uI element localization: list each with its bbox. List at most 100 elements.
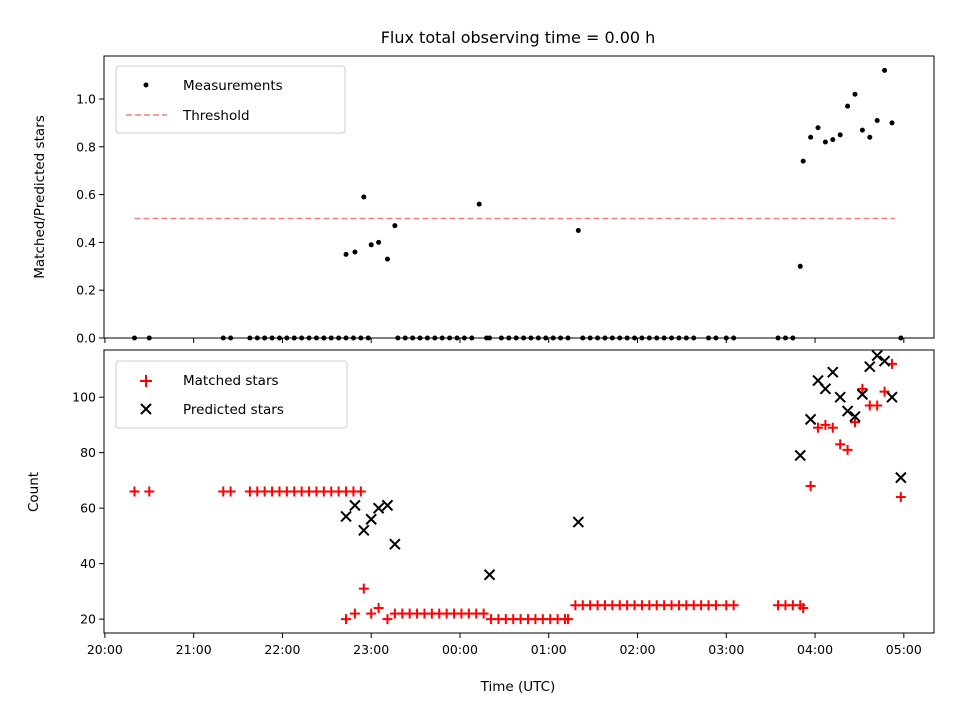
predicted-star-point <box>804 413 817 426</box>
matched-star-point <box>562 614 573 625</box>
matched-star-point <box>827 422 838 433</box>
matched-star-point <box>857 383 868 394</box>
predicted-star-point <box>895 471 907 484</box>
measurement-point <box>384 256 390 262</box>
y-tick-label: 20 <box>80 612 96 627</box>
measurement-point <box>845 103 851 109</box>
y-tick-label: 1.0 <box>76 92 96 107</box>
matched-star-point <box>842 444 853 455</box>
predicted-star-point <box>483 569 496 581</box>
predicted-star-point <box>340 510 352 523</box>
bottom-panel-frame <box>103 349 935 634</box>
x-tick-label: 03:00 <box>708 642 744 657</box>
measurement-point <box>352 249 358 255</box>
x-tick-label: 00:00 <box>442 642 478 657</box>
x-tick-label: 20:00 <box>87 642 123 657</box>
chart-title: Flux total observing time = 0.00 h <box>381 28 656 47</box>
measurement-point <box>822 139 828 145</box>
legend-measurements-label: Measurements <box>183 78 283 94</box>
legend-predicted-marker <box>140 403 152 415</box>
bottom-panel: 20 40 60 80 100 20:00 21:00 22:00 23:00 00:00 01:… <box>26 349 935 695</box>
x-axis-label: Time (UTC) <box>480 679 556 695</box>
legend-predicted-label: Predicted stars <box>183 402 284 418</box>
matched-star-point <box>895 492 906 503</box>
measurement-point <box>859 127 865 133</box>
matched-star-point <box>144 486 155 497</box>
predicted-star-point <box>849 410 861 423</box>
matched-star-point <box>382 614 393 625</box>
y-tick-label: 0.0 <box>76 331 96 346</box>
y-tick-label: 60 <box>80 501 96 516</box>
matched-star-point <box>879 386 890 397</box>
measurement-point <box>343 251 349 257</box>
matched-star-point <box>358 583 369 594</box>
bottom-legend: Matched stars Predicted stars <box>115 360 348 429</box>
matched-star-point <box>129 486 140 497</box>
predicted-star-point <box>372 502 385 514</box>
matched-star-point <box>366 608 377 619</box>
measurement-point <box>575 227 581 233</box>
x-tick-label: 23:00 <box>353 642 389 657</box>
measurement-point <box>867 134 873 140</box>
x-tick-label: 05:00 <box>886 642 922 657</box>
legend-measurements-marker <box>143 82 149 88</box>
measurement-point <box>837 132 843 138</box>
bottom-panel-marks <box>129 349 907 625</box>
bottom-y-axis-label: Count <box>26 472 42 512</box>
y-tick-label: 0.8 <box>76 139 96 154</box>
measurement-point <box>815 125 821 131</box>
matched-star-point <box>225 486 236 497</box>
predicted-star-point <box>864 360 876 373</box>
y-tick-label: 40 <box>80 556 96 571</box>
predicted-star-point <box>827 366 839 378</box>
y-tick-label: 0.4 <box>76 235 96 250</box>
top-legend: Measurements Threshold <box>115 65 346 134</box>
matched-star-point <box>373 603 384 614</box>
predicted-star-point <box>856 388 869 401</box>
predicted-star-point <box>871 349 883 362</box>
top-legend-box <box>115 65 346 134</box>
top-panel-y-ticks: 0.0 0.2 0.4 0.6 0.8 1.0 <box>76 92 104 346</box>
measurement-point <box>476 201 482 207</box>
predicted-star-point <box>349 499 361 512</box>
measurement-point <box>392 223 398 229</box>
matched-star-point <box>835 439 846 450</box>
top-panel-x-ticks <box>104 338 905 343</box>
predicted-star-point <box>381 499 394 512</box>
measurement-point <box>376 239 382 245</box>
x-tick-label: 04:00 <box>797 642 833 657</box>
predicted-star-point <box>794 449 806 462</box>
predicted-star-point <box>841 405 854 417</box>
x-tick-label: 01:00 <box>531 642 567 657</box>
matched-star-point <box>478 608 489 619</box>
bottom-panel-y-ticks: 20 40 60 80 100 <box>72 390 104 627</box>
matched-star-point <box>798 603 809 614</box>
matched-star-point <box>349 608 360 619</box>
top-panel-frame <box>103 55 935 339</box>
predicted-star-point <box>572 516 585 528</box>
matched-star-point <box>849 417 860 428</box>
measurement-point <box>797 263 803 269</box>
predicted-star-point <box>389 538 401 550</box>
x-tick-label: 21:00 <box>176 642 212 657</box>
y-tick-label: 80 <box>80 445 96 460</box>
predicted-star-point <box>365 513 377 525</box>
legend-matched-label: Matched stars <box>183 373 279 389</box>
x-tick-label: 22:00 <box>264 642 300 657</box>
legend-matched-marker <box>140 375 152 387</box>
y-tick-label: 0.6 <box>76 187 96 202</box>
measurement-point <box>882 67 888 73</box>
measurement-point <box>368 242 374 248</box>
measurement-point <box>852 91 858 97</box>
matched-star-point <box>728 600 739 611</box>
measurement-point <box>830 137 836 143</box>
matched-star-point <box>813 422 824 433</box>
matched-star-point <box>355 486 366 497</box>
predicted-star-point <box>886 391 898 403</box>
matched-star-point <box>710 600 721 611</box>
measurement-point <box>808 134 814 140</box>
predicted-star-point <box>834 391 846 403</box>
bottom-legend-box <box>115 360 348 429</box>
y-tick-label: 0.2 <box>76 283 96 298</box>
predicted-star-point <box>819 383 832 395</box>
